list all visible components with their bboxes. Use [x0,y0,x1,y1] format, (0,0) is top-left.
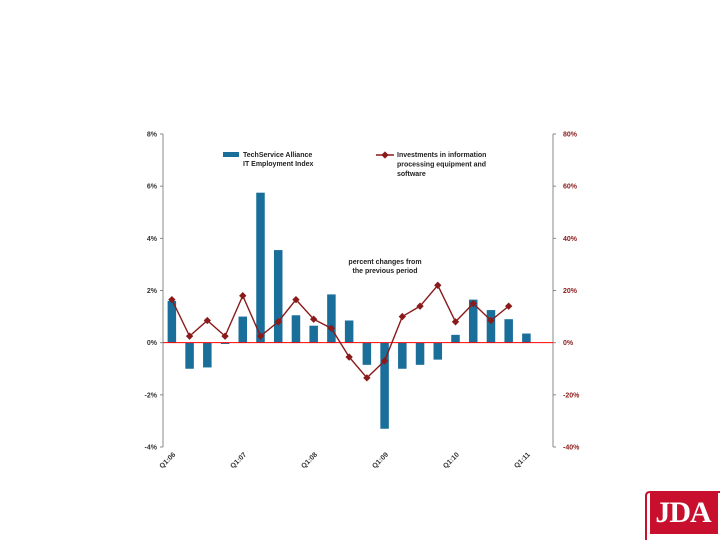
chart-annotation: percent changes from the previous period [348,259,421,275]
plot-area [162,134,554,447]
legend-line-label: software [397,171,426,178]
line-series [168,281,513,382]
line-point [380,357,389,365]
bar [398,342,407,369]
line-point [327,324,336,332]
line-point [203,316,211,325]
bar-series [167,192,531,429]
line-point [505,302,513,310]
bar [327,294,336,343]
line-point [256,332,265,340]
right-tick-label: 80% [563,132,578,139]
bar [256,192,265,343]
line-point [469,299,477,308]
bar [273,250,283,343]
annotation-line: the previous period [353,268,418,275]
x-axis: Q1:06 Q1:07 Q1:08 Q1:09 Q1:10 Q1:11 [159,451,532,470]
bar [504,319,513,343]
bar [380,342,389,429]
left-tick-label: 4% [147,236,158,243]
right-axis: 80% 60% 40% 20% 0% -20% -40% [553,132,580,452]
bar [522,333,531,343]
bar [415,342,425,365]
bar [362,342,372,365]
bar [433,342,443,360]
line-point [363,374,371,382]
right-tick-label: 40% [563,236,578,243]
logo-background [650,492,718,534]
legend-line-label: Investments in information [397,152,486,159]
right-tick-label: 60% [563,184,578,191]
left-tick-label: 6% [147,184,158,191]
x-tick-label: Q1:08 [300,451,319,470]
bar [486,310,496,343]
line-point [487,316,495,325]
bar [185,342,194,369]
line-point [451,318,460,326]
line-point [310,315,318,323]
left-tick-label: 8% [147,132,158,139]
x-tick-label: Q1:07 [229,451,248,470]
x-tick-label: Q1:09 [371,451,390,470]
line-point [398,312,406,321]
line-point [292,295,300,304]
line-point [274,318,282,326]
left-tick-label: -4% [145,445,158,452]
left-tick-label: -2% [145,392,158,399]
left-tick-label: 2% [147,288,158,295]
line-path [171,284,510,379]
line-point [185,332,194,340]
right-tick-label: 20% [563,288,578,295]
bar [344,320,354,343]
left-tick-label: 0% [147,340,158,347]
x-tick-label: Q1:06 [159,451,178,470]
legend-line-label: processing equipment and [397,162,486,169]
line-point [434,281,442,289]
bar [203,342,212,368]
legend-bar-swatch [223,152,239,157]
jda-logo: JDA [636,488,720,540]
right-tick-label: -20% [563,392,580,399]
bar [167,300,177,343]
x-tick-label: Q1:11 [513,451,532,470]
legend-bar-label: TechService Alliance [243,152,312,159]
legend-bar-label: IT Employment Index [243,161,314,168]
bar [309,325,318,343]
left-axis: 8% 6% 4% 2% 0% -2% -4% [145,132,163,452]
line-point [168,295,176,304]
bar [238,316,248,343]
x-tick-label: Q1:10 [442,451,461,470]
line-point [239,292,247,300]
line-point [345,353,353,361]
logo-text: JDA [655,496,711,529]
legend: TechService Alliance IT Employment Index I… [223,151,486,178]
right-tick-label: 0% [563,340,574,347]
line-point [221,332,229,340]
bar [468,299,478,343]
line-point [416,302,424,310]
bar [451,334,460,343]
right-tick-label: -40% [563,445,580,452]
bar [291,315,301,343]
annotation-line: percent changes from [348,259,421,266]
bar [220,342,230,344]
legend-line-marker [381,151,389,159]
